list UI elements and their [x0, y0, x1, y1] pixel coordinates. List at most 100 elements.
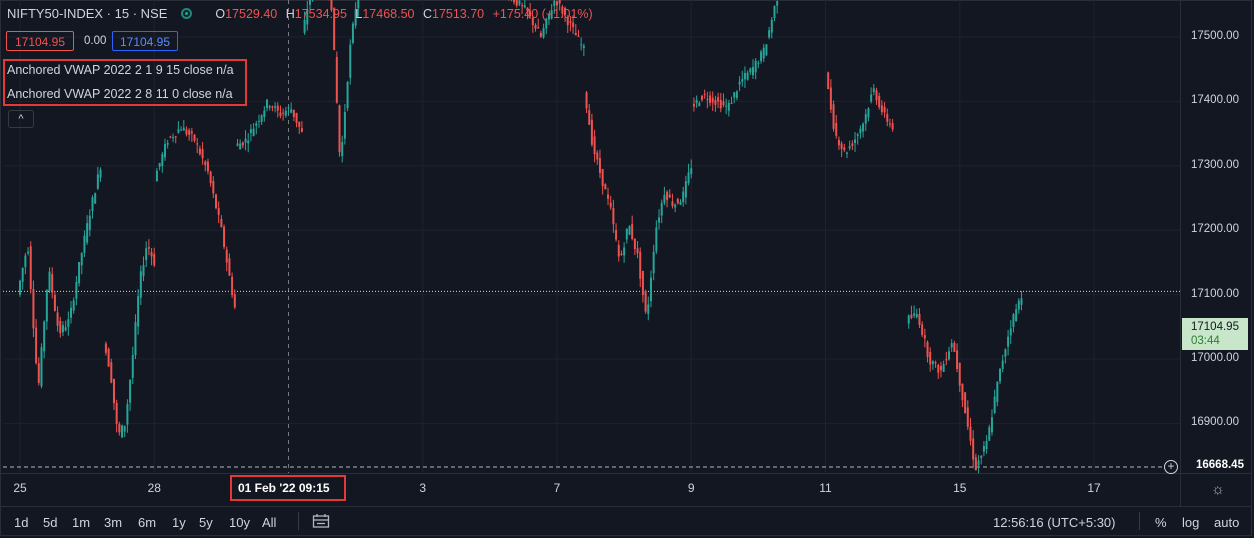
candle-body — [139, 271, 142, 298]
candle-body — [99, 169, 102, 178]
auto-scale-toggle[interactable]: auto — [1214, 515, 1240, 530]
candle-body — [948, 351, 951, 360]
range-6m-button[interactable]: 6m — [138, 515, 157, 530]
range-1d-button[interactable]: 1d — [14, 515, 29, 530]
range-5d-button[interactable]: 5d — [43, 515, 58, 530]
candle-body — [193, 134, 196, 141]
candle-body — [974, 457, 977, 471]
candle-body — [719, 100, 722, 109]
collapse-legend-button[interactable]: ^ — [8, 110, 34, 128]
candle-body — [931, 361, 934, 365]
time-tick-label: 9 — [687, 481, 695, 495]
buy-price-button[interactable]: 17104.95 — [112, 31, 178, 51]
candle-body — [843, 147, 846, 151]
candle-body — [209, 171, 212, 184]
candle-body — [188, 130, 191, 135]
candle-body — [561, 6, 564, 14]
candle-body — [760, 51, 763, 62]
candle-body — [558, 0, 561, 4]
candle-body — [21, 267, 24, 282]
candle-body — [308, 0, 311, 5]
candle-body — [703, 94, 706, 96]
candle-body — [588, 110, 591, 125]
candle-body — [880, 105, 883, 113]
candle-body — [142, 265, 145, 277]
candle-body — [292, 109, 295, 118]
candle-body — [94, 193, 97, 204]
candle-body — [964, 392, 967, 414]
candle-body — [64, 327, 67, 331]
candle-body — [566, 17, 569, 26]
candle-body — [633, 238, 636, 249]
candle-body — [1017, 300, 1020, 310]
candle-body — [48, 271, 51, 291]
timezone-clock[interactable]: 12:56:16 (UTC+5:30) — [993, 515, 1116, 530]
candle-body — [623, 247, 626, 256]
change-value: +175.40 (+1.01%) — [492, 6, 593, 21]
open-key: O — [215, 6, 226, 21]
candle-body — [553, 0, 556, 6]
candle-body — [196, 143, 199, 145]
indicator-legend-vwap-1[interactable]: Anchored VWAP 2022 2 1 9 15 close n/a — [7, 63, 234, 77]
settings-gear-icon[interactable]: ☼ — [1211, 481, 1225, 498]
candle-body — [341, 142, 344, 157]
candle-body — [198, 148, 201, 155]
candle-body — [743, 73, 746, 80]
candle-body — [53, 294, 56, 311]
log-scale-toggle[interactable]: log — [1182, 515, 1200, 530]
candle-body — [215, 194, 218, 209]
range-10y-button[interactable]: 10y — [229, 515, 250, 530]
range-all-button[interactable]: All — [262, 515, 277, 530]
candle-body — [956, 350, 959, 370]
candle-body — [870, 94, 873, 102]
candle-body — [773, 6, 776, 19]
range-1y-button[interactable]: 1y — [172, 515, 186, 530]
candle-body — [939, 366, 942, 371]
market-status-icon[interactable] — [181, 8, 193, 19]
candle-body — [547, 14, 550, 20]
candle-body — [615, 230, 618, 240]
candle-body — [934, 362, 937, 364]
candle-body — [153, 253, 156, 266]
candle-body — [129, 380, 132, 403]
candle-body — [260, 115, 263, 123]
candle-body — [204, 161, 207, 166]
bottom-toolbar — [0, 506, 1252, 537]
range-1m-button[interactable]: 1m — [72, 515, 91, 530]
chevron-up-icon: ^ — [18, 113, 24, 125]
percent-scale-toggle[interactable]: % — [1155, 515, 1167, 530]
candle-body — [180, 129, 183, 131]
candle-body — [177, 129, 180, 133]
symbol-title[interactable]: NIFTY50-INDEX · 15 · NSE — [7, 6, 168, 21]
candle-body — [604, 184, 607, 190]
candle-body — [725, 105, 728, 107]
candle-body — [526, 7, 529, 12]
time-tick-label: 17 — [1087, 481, 1101, 495]
candle-body — [735, 91, 738, 98]
candle-body — [126, 404, 129, 425]
add-plus-icon[interactable]: + — [1164, 460, 1178, 474]
sell-price-button[interactable]: 17104.95 — [6, 31, 74, 51]
candle-body — [338, 105, 341, 153]
candle-body — [977, 460, 980, 466]
candle-body — [835, 122, 838, 136]
candle-body — [848, 146, 851, 149]
price-tick-label: 17400.00 — [1191, 94, 1239, 107]
candle-body — [676, 198, 679, 204]
candle-body — [564, 7, 567, 16]
candle-body — [1020, 298, 1023, 305]
price-tick-label: 17200.00 — [1191, 223, 1239, 236]
open-value: 17529.40 — [225, 6, 278, 21]
candle-body — [131, 354, 134, 378]
candle-body — [24, 255, 27, 268]
candle-body — [872, 88, 875, 92]
range-3m-button[interactable]: 3m — [104, 515, 123, 530]
indicator-legend-vwap-2[interactable]: Anchored VWAP 2022 2 8 11 0 close n/a — [7, 87, 233, 101]
range-5y-button[interactable]: 5y — [199, 515, 213, 530]
calendar-icon[interactable] — [312, 513, 330, 529]
candle-body — [612, 208, 615, 225]
toolbar-divider — [1139, 512, 1140, 530]
candle-body — [867, 108, 870, 118]
